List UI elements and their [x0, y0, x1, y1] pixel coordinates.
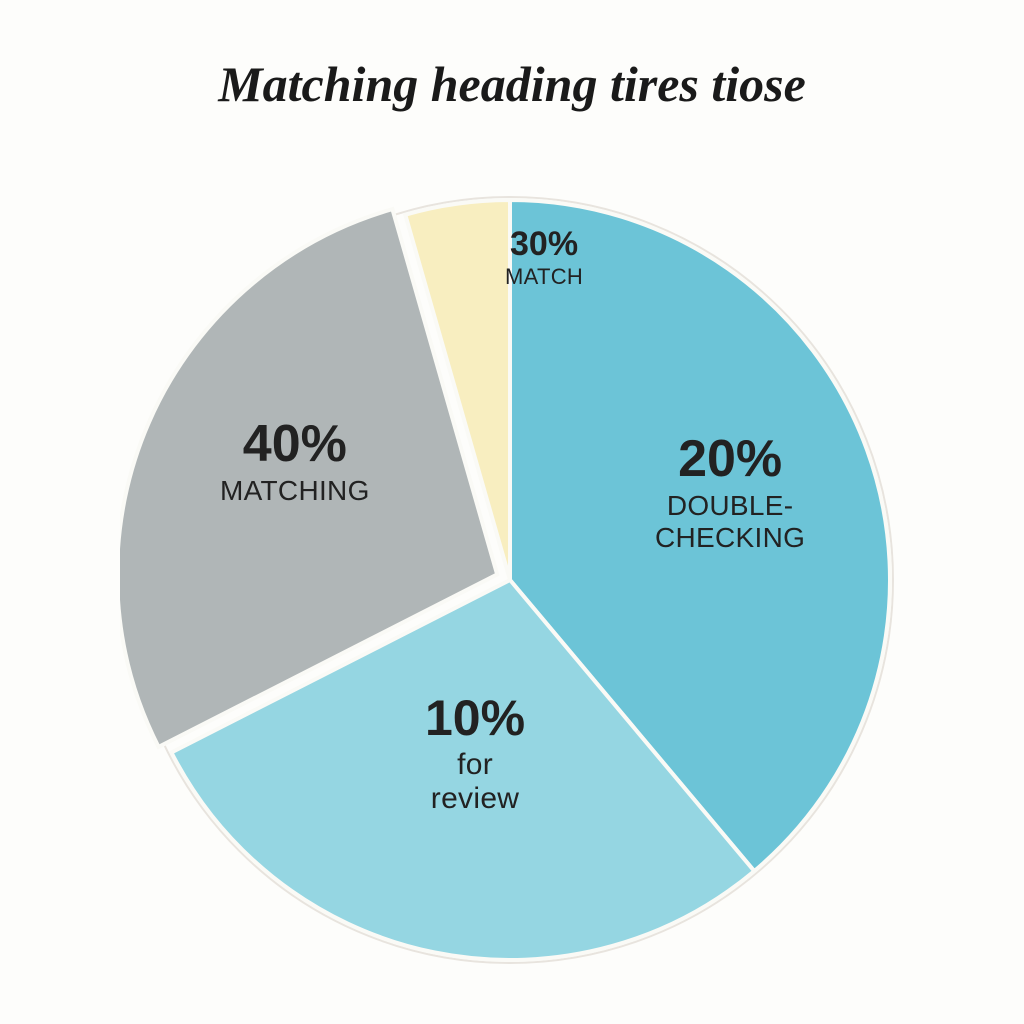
pie-chart: 30% MATCH 20% DOUBLE-CHECKING 10% forrev…	[120, 190, 900, 970]
chart-title: Matching heading tires tiose	[0, 55, 1024, 113]
pie-svg	[120, 190, 900, 970]
